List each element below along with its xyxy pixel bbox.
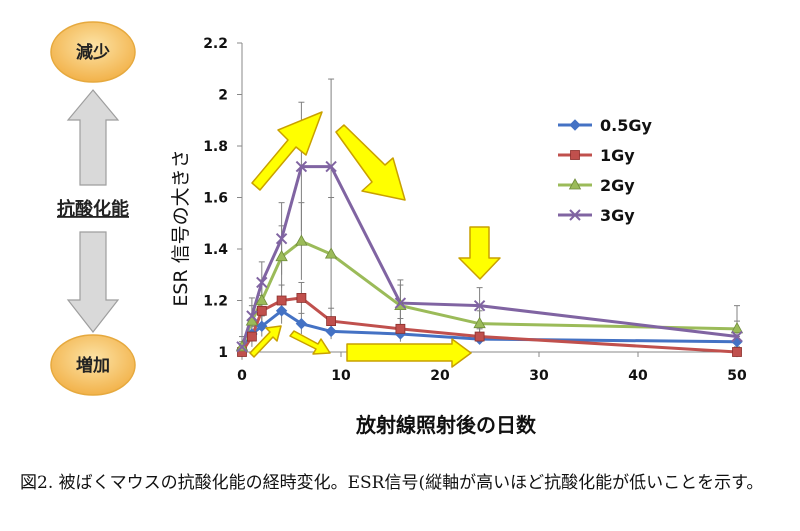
callout-arrow-right-long — [346, 338, 472, 368]
axes: 1 1.2 1.4 1.6 1.8 2 2.2 0 10 20 30 40 50 — [203, 36, 747, 384]
data-point-0.5Gy — [295, 317, 308, 330]
data-point-1Gy — [474, 331, 485, 342]
legend-marker-2Gy — [568, 178, 582, 190]
data-point-3Gy — [473, 299, 486, 312]
data-point-2Gy — [324, 247, 338, 259]
callout-arrow-up-large — [251, 111, 323, 191]
callout-arrow-up-small — [249, 325, 282, 358]
increase-oval — [50, 334, 136, 396]
data-point-0.5Gy — [275, 305, 288, 317]
decrease-oval — [50, 21, 136, 83]
data-point-1Gy — [395, 323, 406, 334]
data-point-0.5Gy — [731, 335, 743, 348]
y-tick-label: 1.4 — [203, 242, 228, 258]
callout-arrow-down-small — [289, 330, 331, 355]
data-point-1Gy — [296, 293, 307, 303]
data-point-3Gy — [325, 160, 337, 173]
y-tick-label: 1.2 — [203, 294, 228, 310]
data-point-2Gy — [473, 316, 486, 329]
data-point-3Gy — [295, 160, 308, 173]
data-point-3Gy — [731, 330, 743, 343]
x-axis-title: 放射線照射後の日数 — [355, 413, 537, 437]
x-ticks: 0 10 20 30 40 50 — [237, 352, 747, 384]
data-point-1Gy — [732, 347, 742, 357]
data-point-1Gy — [256, 305, 267, 316]
figure-caption: 図2. 被ばくマウスの抗酸化能の経時変化。ESR信号(縦軸が高いほど抗酸化能が低… — [20, 473, 764, 493]
y-tick-label: 2 — [218, 88, 228, 104]
x-tick-label: 40 — [628, 368, 648, 384]
data-point-1Gy — [246, 331, 257, 342]
legend-label: 2Gy — [600, 176, 635, 195]
callout-arrow-down-day24 — [458, 226, 501, 280]
data-point-1Gy — [276, 295, 287, 306]
antioxidant-capacity-label: 抗酸化能 — [57, 198, 129, 220]
callout-arrow-down-large — [335, 124, 406, 201]
legend-marker-1Gy — [570, 150, 580, 160]
data-point-3Gy — [394, 297, 407, 309]
data-point-2Gy — [275, 249, 288, 262]
down-arrow-icon — [66, 231, 120, 333]
legend-label: 3Gy — [600, 206, 635, 225]
y-tick-label: 1 — [218, 345, 228, 361]
legend-marker-3Gy — [569, 209, 581, 221]
side-panel: 減少 抗酸化能 増加 — [50, 21, 136, 396]
data-point-3Gy — [246, 310, 258, 322]
legend: 0.5Gy 1Gy 2Gy 3Gy — [558, 116, 652, 225]
callout-arrows — [249, 111, 501, 368]
legend-label: 0.5Gy — [600, 116, 652, 135]
x-tick-label: 20 — [430, 368, 450, 384]
data-point-0.5Gy — [325, 325, 337, 338]
legend-marker-0.5Gy — [569, 119, 581, 131]
increase-label: 増加 — [76, 355, 110, 376]
legend-label: 1Gy — [600, 146, 635, 165]
data-point-3Gy — [275, 232, 288, 245]
x-tick-label: 0 — [237, 368, 247, 384]
data-point-3Gy — [256, 276, 268, 289]
y-tick-label: 1.8 — [203, 139, 228, 155]
y-axis-title: ESR 信号の大きさ — [170, 149, 192, 306]
x-tick-label: 30 — [529, 368, 549, 384]
decrease-label: 減少 — [76, 42, 110, 63]
y-ticks: 1 1.2 1.4 1.6 1.8 2 2.2 — [203, 36, 242, 361]
x-tick-label: 50 — [727, 368, 747, 384]
data-point-0.5Gy — [256, 320, 268, 332]
data-point-2Gy — [255, 293, 268, 305]
data-point-1Gy — [326, 316, 337, 327]
x-tick-label: 10 — [331, 368, 351, 384]
data-point-3Gy — [236, 341, 248, 353]
up-arrow-icon — [66, 89, 120, 186]
data-point-2Gy — [295, 234, 308, 246]
data-point-2Gy — [730, 321, 744, 334]
series-markers — [235, 160, 744, 357]
y-tick-label: 1.6 — [203, 191, 228, 207]
y-tick-label: 2.2 — [203, 36, 228, 52]
